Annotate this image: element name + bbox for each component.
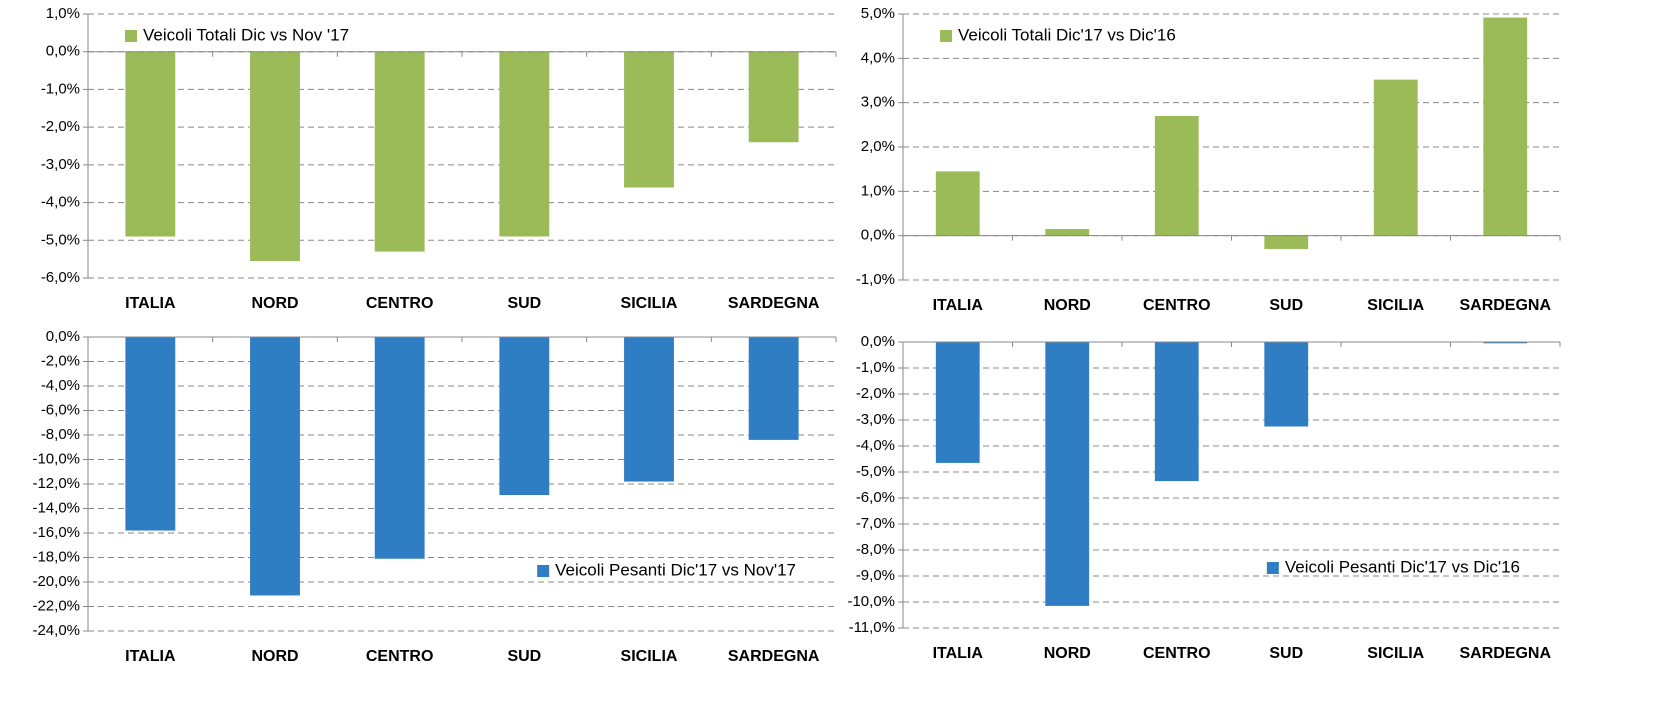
x-tick-label: NORD: [1044, 297, 1091, 314]
x-tick-label: SICILIA: [1367, 297, 1424, 314]
bar: [748, 51, 799, 143]
legend-label: Veicoli Pesanti Dic'17 vs Dic'16: [1285, 557, 1520, 576]
y-tick-label: -14,0%: [32, 499, 80, 516]
x-tick-label: SICILIA: [1367, 645, 1424, 662]
x-tick-label: SARDEGNA: [728, 648, 820, 665]
bar: [250, 337, 300, 596]
x-tick-label: SARDEGNA: [1459, 645, 1551, 662]
y-tick-label: -9,0%: [856, 567, 895, 584]
x-tick-label: ITALIA: [125, 295, 176, 312]
y-tick-label: -8,0%: [41, 426, 80, 443]
y-tick-label: -1,0%: [856, 271, 895, 288]
y-tick-label: -1,0%: [41, 80, 80, 97]
y-tick-label: -18,0%: [32, 548, 80, 565]
y-tick-label: 5,0%: [861, 5, 895, 22]
y-tick-label: 0,0%: [861, 227, 895, 244]
y-tick-label: -16,0%: [32, 524, 80, 541]
y-tick-label: -4,0%: [41, 194, 80, 211]
bar: [250, 51, 300, 262]
y-tick-label: 4,0%: [861, 49, 895, 66]
y-tick-label: -5,0%: [856, 463, 895, 480]
bar: [125, 337, 176, 531]
bar: [1154, 342, 1199, 482]
y-tick-label: -4,0%: [41, 377, 80, 394]
x-tick-label: SICILIA: [621, 295, 678, 312]
y-tick-label: -5,0%: [41, 231, 80, 248]
bar: [1264, 342, 1309, 427]
bar: [1045, 229, 1090, 236]
x-tick-label: ITALIA: [125, 648, 176, 665]
y-tick-label: -10,0%: [32, 450, 80, 467]
y-tick-label: 1,0%: [46, 5, 80, 22]
y-tick-label: -11,0%: [849, 619, 895, 636]
x-tick-label: SARDEGNA: [1459, 297, 1551, 314]
y-tick-label: -6,0%: [856, 489, 895, 506]
legend-swatch: [125, 30, 137, 42]
y-tick-label: -10,0%: [847, 593, 895, 610]
bar: [1264, 235, 1309, 249]
x-tick-label: SUD: [507, 295, 541, 312]
x-tick-label: SICILIA: [621, 648, 678, 665]
x-tick-label: ITALIA: [933, 297, 984, 314]
y-tick-label: -20,0%: [32, 573, 80, 590]
x-tick-label: NORD: [251, 295, 298, 312]
y-tick-label: -4,0%: [856, 437, 895, 454]
bar: [624, 337, 674, 482]
x-tick-label: SUD: [1269, 645, 1303, 662]
legend-swatch: [940, 30, 952, 42]
legend-label: Veicoli Pesanti Dic'17 vs Nov'17: [555, 560, 796, 579]
bar: [1483, 342, 1528, 344]
y-tick-label: -2,0%: [41, 352, 80, 369]
y-tick-label: -6,0%: [41, 401, 80, 418]
bar: [499, 51, 550, 237]
bar: [374, 51, 425, 252]
bar: [748, 337, 799, 440]
legend-label: Veicoli Totali Dic'17 vs Dic'16: [958, 25, 1176, 44]
bar: [935, 171, 980, 236]
bar: [1373, 79, 1418, 236]
x-tick-label: CENTRO: [366, 295, 434, 312]
bar: [935, 342, 980, 463]
y-tick-label: -8,0%: [856, 541, 895, 558]
x-tick-label: SUD: [1269, 297, 1303, 314]
x-tick-label: CENTRO: [1143, 297, 1211, 314]
x-tick-label: ITALIA: [933, 645, 984, 662]
y-tick-label: -2,0%: [856, 385, 895, 402]
y-tick-label: -12,0%: [32, 475, 80, 492]
y-tick-label: -22,0%: [32, 597, 80, 614]
y-tick-label: -7,0%: [856, 515, 895, 532]
y-tick-label: 0,0%: [46, 43, 80, 60]
x-tick-label: SUD: [507, 648, 541, 665]
x-tick-label: NORD: [1044, 645, 1091, 662]
bar: [1154, 115, 1199, 236]
y-tick-label: 3,0%: [861, 94, 895, 111]
x-tick-label: SARDEGNA: [728, 295, 820, 312]
y-tick-label: 0,0%: [46, 328, 80, 345]
y-tick-label: -3,0%: [41, 156, 80, 173]
x-tick-label: NORD: [251, 648, 298, 665]
y-tick-label: 1,0%: [861, 182, 895, 199]
bar: [624, 51, 674, 188]
bar: [499, 337, 550, 496]
y-tick-label: 0,0%: [861, 333, 895, 350]
x-tick-label: CENTRO: [366, 648, 434, 665]
y-tick-label: -3,0%: [856, 411, 895, 428]
legend-swatch: [537, 565, 550, 577]
y-tick-label: -2,0%: [41, 118, 80, 135]
bar: [125, 51, 176, 237]
y-tick-label: 2,0%: [861, 138, 895, 155]
legend-swatch: [1266, 562, 1279, 574]
x-tick-label: CENTRO: [1143, 645, 1211, 662]
bar: [1483, 17, 1528, 236]
y-tick-label: -6,0%: [41, 269, 80, 286]
bar: [1045, 342, 1090, 606]
y-tick-label: -24,0%: [32, 622, 80, 639]
y-tick-label: -1,0%: [856, 359, 895, 376]
legend-label: Veicoli Totali Dic vs Nov '17: [143, 25, 349, 44]
bar: [374, 337, 425, 559]
